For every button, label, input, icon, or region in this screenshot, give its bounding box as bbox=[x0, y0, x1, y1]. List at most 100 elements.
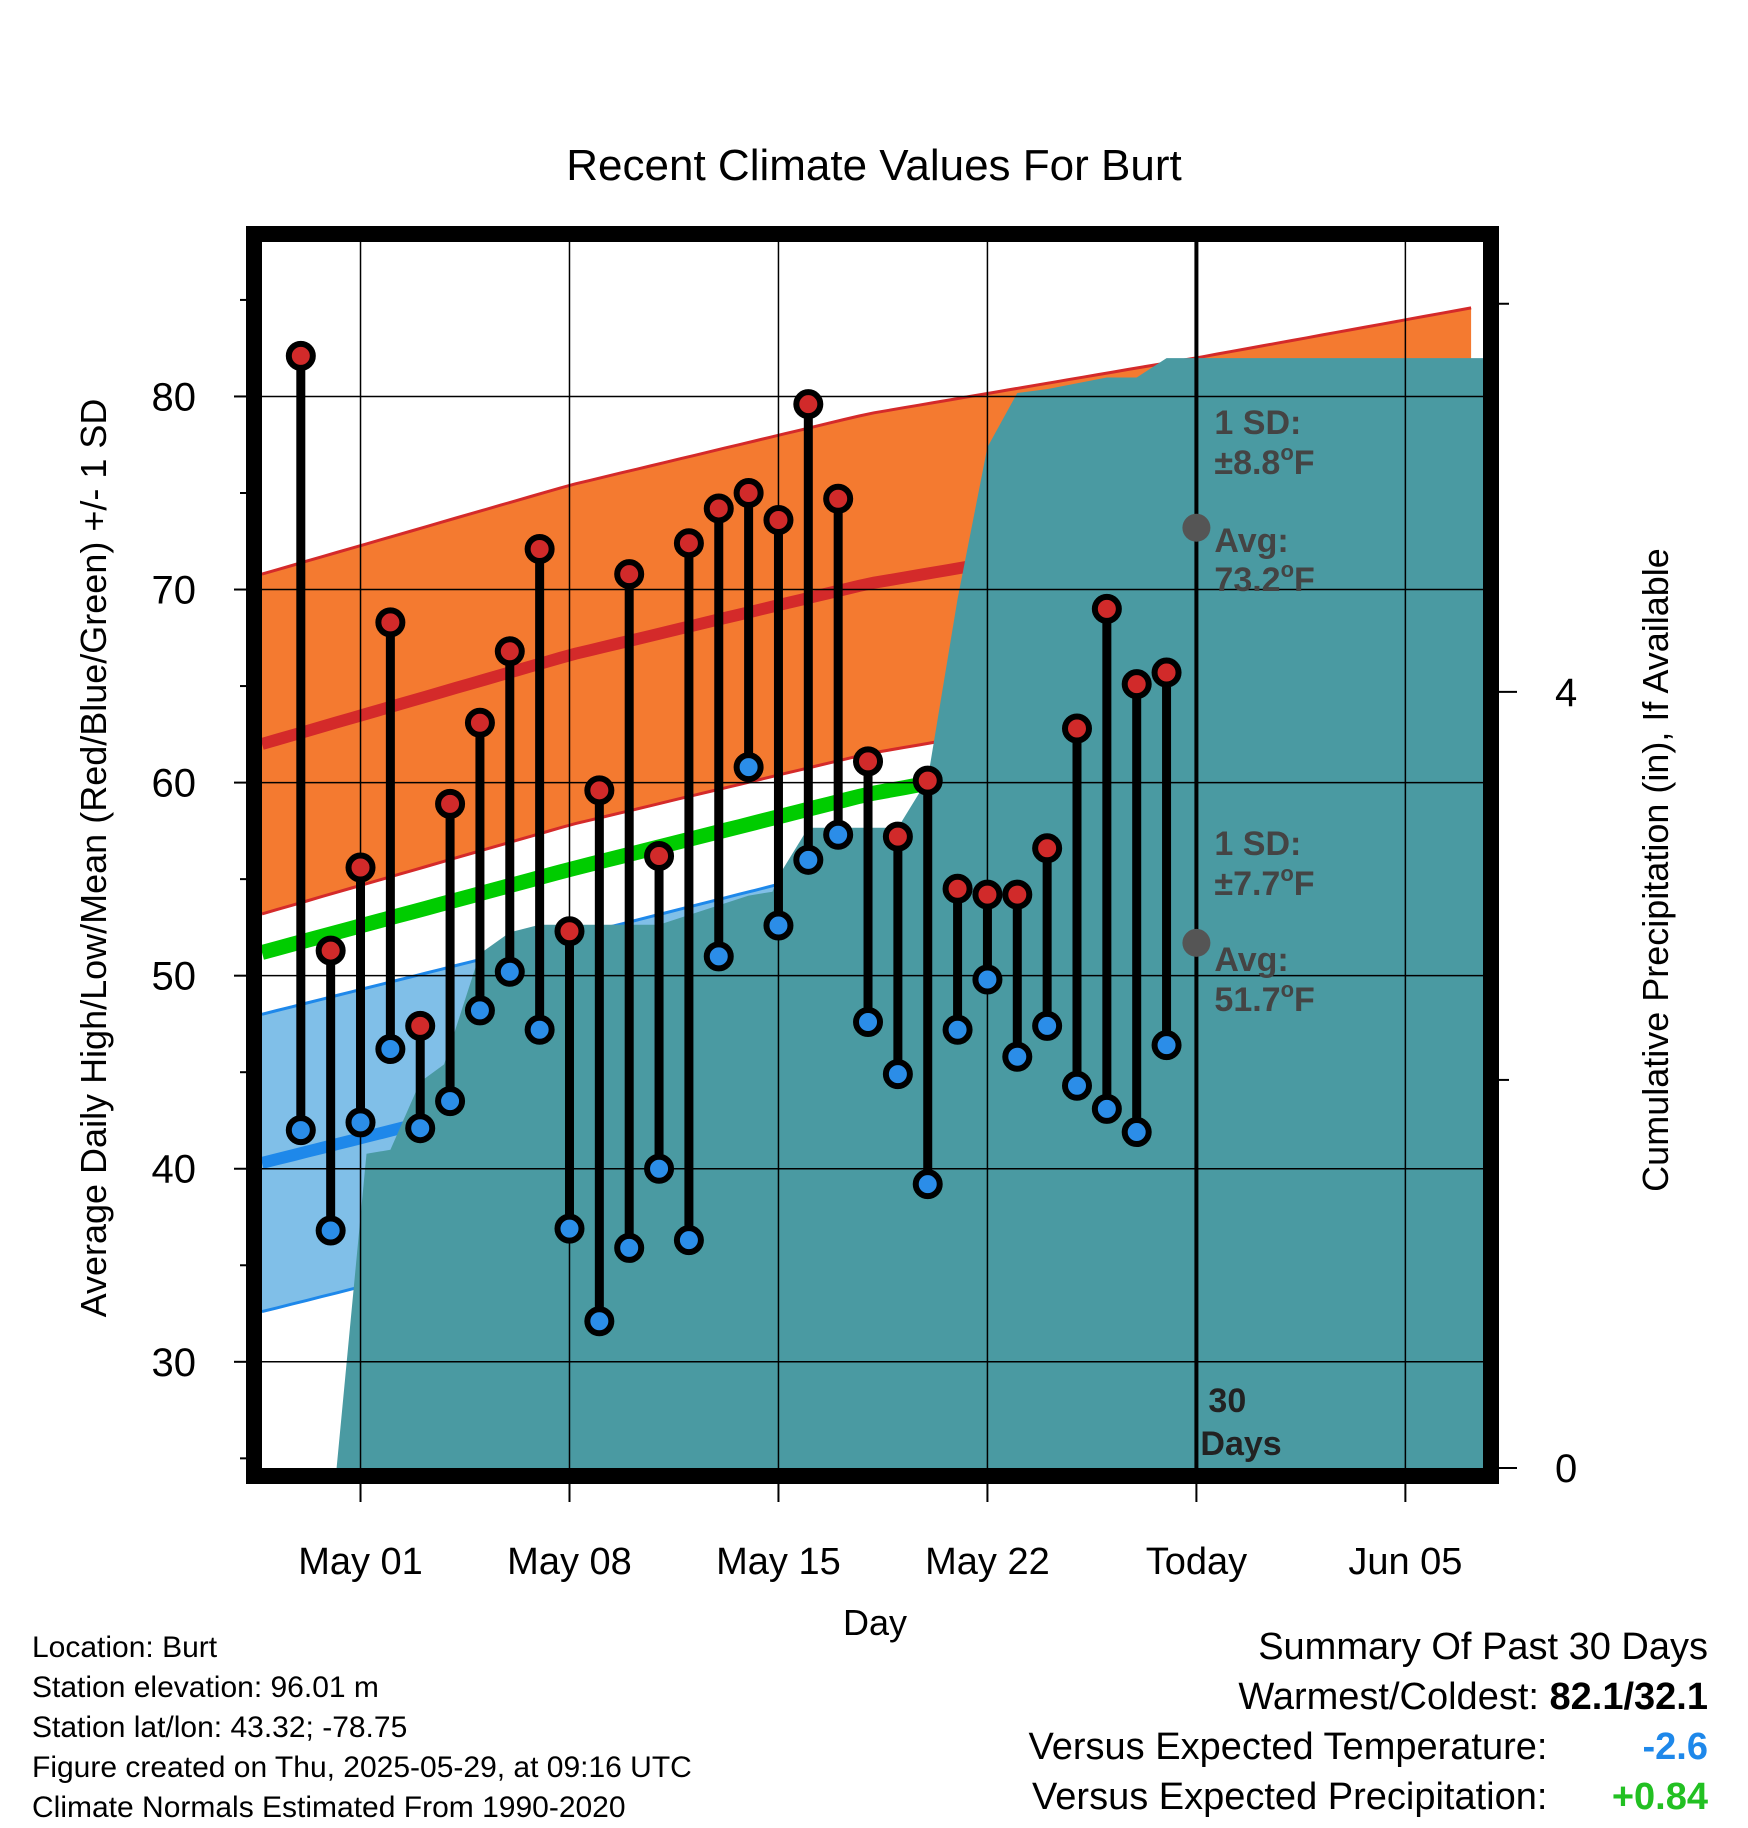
today-low-normal-marker bbox=[1182, 928, 1211, 957]
daily-high-point bbox=[644, 840, 675, 871]
low-avg-text-unit: F bbox=[1294, 981, 1315, 1019]
daily-low-point bbox=[793, 844, 824, 875]
days-count-label: 30 bbox=[1208, 1382, 1246, 1420]
daily-high-point bbox=[464, 707, 495, 738]
daily-low-point bbox=[972, 964, 1003, 995]
x-tick-label-3: May 22 bbox=[925, 1541, 1050, 1583]
y-axis-label: Average Daily High/Low/Mean (Red/Blue/Gr… bbox=[73, 399, 114, 1318]
daily-low-point bbox=[1061, 1070, 1092, 1101]
daily-low-point bbox=[1151, 1030, 1182, 1061]
low-sd-label: 1 SD: bbox=[1214, 825, 1301, 863]
y2-tick-label-0: 0 bbox=[1555, 1447, 1577, 1491]
high-band-upper-edge bbox=[262, 306, 1472, 576]
daily-low-point bbox=[823, 819, 854, 850]
daily-low-point bbox=[524, 1014, 555, 1045]
daily-high-point bbox=[853, 746, 884, 777]
normals-text: Climate Normals Estimated From 1990-2020 bbox=[32, 1791, 626, 1824]
daily-low-point bbox=[285, 1115, 316, 1146]
daily-high-point bbox=[1121, 669, 1152, 700]
precip-label: Versus Expected Precipitation: bbox=[1032, 1776, 1548, 1818]
y-tick-label-50: 50 bbox=[152, 955, 197, 999]
temp-label: Versus Expected Temperature: bbox=[1028, 1726, 1548, 1768]
low-avg-text-value: 51.7 bbox=[1214, 981, 1280, 1019]
today-high-normal-marker bbox=[1182, 513, 1211, 542]
daily-high-point bbox=[554, 916, 585, 947]
daily-high-point bbox=[673, 528, 704, 559]
daily-low-point bbox=[763, 910, 794, 941]
daily-low-point bbox=[375, 1034, 406, 1065]
low-sd-text-value: ±7.7 bbox=[1214, 865, 1280, 903]
summary-panel: Summary Of Past 30 Days Warmest/Coldest:… bbox=[1029, 1622, 1708, 1822]
daily-high-point bbox=[524, 533, 555, 564]
daily-low-point bbox=[554, 1213, 585, 1244]
high-avg-text: 73.2oF bbox=[1214, 557, 1314, 599]
created-text: Figure created on Thu, 2025-05-29, at 09… bbox=[32, 1751, 692, 1784]
elevation-text: Station elevation: 96.01 m bbox=[32, 1671, 379, 1704]
daily-high-point bbox=[285, 340, 316, 371]
low-sd-text-degree: o bbox=[1280, 861, 1293, 886]
daily-low-point bbox=[733, 752, 764, 783]
daily-high-point bbox=[494, 636, 525, 667]
daily-low-point bbox=[673, 1225, 704, 1256]
daily-high-point bbox=[733, 477, 764, 508]
high-avg-text-degree: o bbox=[1281, 557, 1294, 582]
daily-high-point bbox=[942, 873, 973, 904]
high-avg-text-unit: F bbox=[1294, 561, 1315, 599]
daily-low-point bbox=[405, 1113, 436, 1144]
summary-temp: Versus Expected Temperature: -2.6 bbox=[1029, 1722, 1708, 1772]
high-sd-text-unit: F bbox=[1294, 444, 1315, 482]
low-sd-text-unit: F bbox=[1294, 865, 1315, 903]
daily-high-point bbox=[1061, 713, 1092, 744]
x-tick-label-5: Jun 05 bbox=[1348, 1541, 1462, 1583]
daily-low-point bbox=[1121, 1117, 1152, 1148]
y-tick-label-40: 40 bbox=[152, 1148, 197, 1192]
daily-high-point bbox=[882, 821, 913, 852]
high-avg-text-value: 73.2 bbox=[1214, 561, 1280, 599]
plot-frame bbox=[246, 226, 1499, 1484]
high-sd-text: ±8.8oF bbox=[1214, 440, 1314, 482]
x-axis-label: Day bbox=[843, 1602, 907, 1643]
warm-cold-value: 82.1/32.1 bbox=[1549, 1676, 1708, 1718]
daily-high-point bbox=[1091, 593, 1122, 624]
high-sd-label: 1 SD: bbox=[1214, 404, 1301, 442]
station-info: Location: Burt Station elevation: 96.01 … bbox=[32, 1628, 692, 1828]
daily-low-point bbox=[345, 1107, 376, 1138]
low-sd-text: ±7.7oF bbox=[1214, 861, 1314, 903]
daily-high-point bbox=[345, 852, 376, 883]
high-sd-text-value: ±8.8 bbox=[1214, 444, 1280, 482]
days-word-label: Days bbox=[1200, 1425, 1281, 1463]
x-tick-label-2: May 15 bbox=[716, 1541, 841, 1583]
daily-low-point bbox=[584, 1306, 615, 1337]
high-sd-text-degree: o bbox=[1280, 440, 1293, 465]
daily-low-point bbox=[1002, 1041, 1033, 1072]
warm-cold-label: Warmest/Coldest: bbox=[1238, 1676, 1539, 1718]
daily-low-point bbox=[614, 1232, 645, 1263]
daily-low-point bbox=[315, 1215, 346, 1246]
high-avg-label: Avg: bbox=[1214, 522, 1288, 560]
daily-low-point bbox=[464, 995, 495, 1026]
daily-high-point bbox=[763, 505, 794, 536]
summary-heading: Summary Of Past 30 Days bbox=[1258, 1626, 1708, 1668]
daily-high-point bbox=[823, 483, 854, 514]
daily-high-point bbox=[972, 879, 1003, 910]
low-avg-text-degree: o bbox=[1281, 977, 1294, 1002]
daily-high-point bbox=[435, 788, 466, 819]
daily-low-point bbox=[703, 941, 734, 972]
daily-low-point bbox=[942, 1014, 973, 1045]
x-tick-label-1: May 08 bbox=[507, 1541, 632, 1583]
y2-axis-label: Cumulative Precipitation (in), If Availa… bbox=[1635, 548, 1676, 1192]
daily-high-point bbox=[614, 559, 645, 590]
daily-high-point bbox=[912, 765, 943, 796]
y-tick-label-70: 70 bbox=[152, 569, 197, 613]
location-text: Location: Burt bbox=[32, 1631, 218, 1664]
latlon-text: Station lat/lon: 43.32; -78.75 bbox=[32, 1711, 408, 1744]
daily-low-point bbox=[1091, 1093, 1122, 1124]
y2-tick-label-4: 4 bbox=[1555, 671, 1577, 715]
summary-warm-cold: Warmest/Coldest: 82.1/32.1 bbox=[1029, 1672, 1708, 1722]
daily-low-point bbox=[644, 1153, 675, 1184]
daily-high-point bbox=[1032, 833, 1063, 864]
daily-high-point bbox=[1151, 657, 1182, 688]
